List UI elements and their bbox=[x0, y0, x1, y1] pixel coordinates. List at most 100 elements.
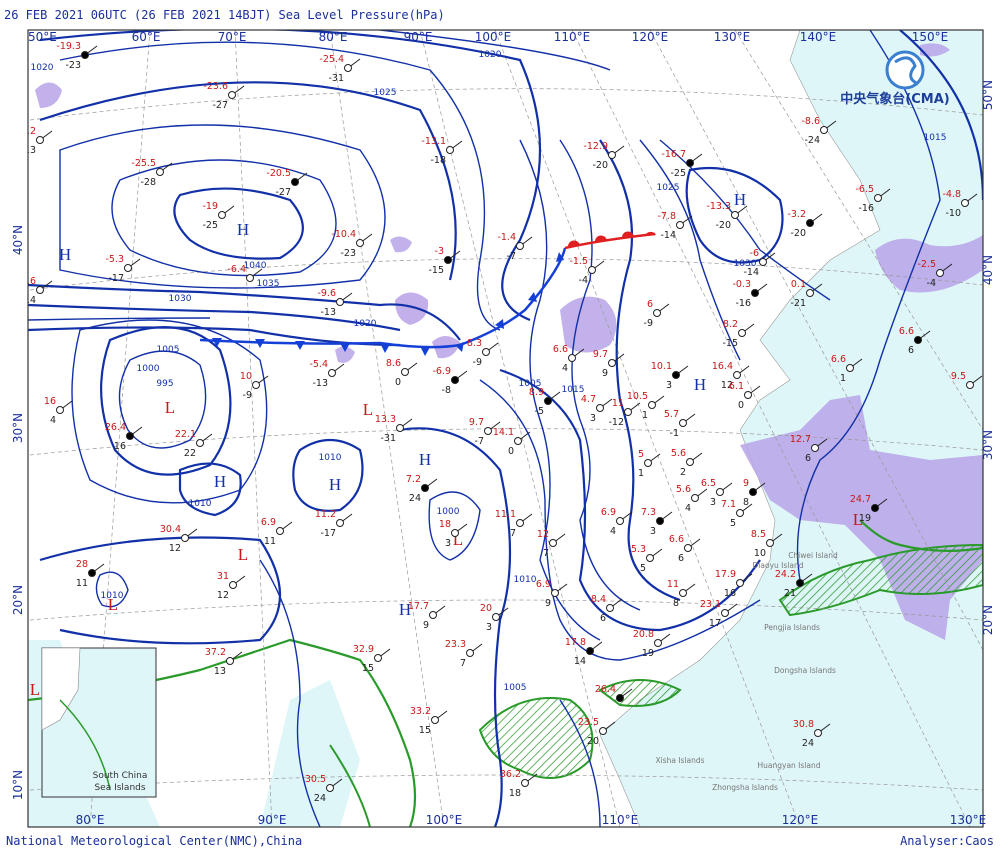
station-temperature: 6.9 bbox=[261, 517, 276, 528]
station-dewpoint: 0 bbox=[395, 377, 401, 388]
footer-left: National Meteorological Center(NMC),Chin… bbox=[6, 834, 302, 848]
station-dewpoint: 4 bbox=[562, 363, 568, 374]
station-dewpoint: 4 bbox=[50, 415, 56, 426]
cold-front-barbs bbox=[212, 252, 564, 356]
station-temperature: 12.7 bbox=[790, 434, 811, 445]
station-temperature: -3.2 bbox=[787, 209, 806, 220]
station-dewpoint: 3 bbox=[590, 413, 596, 424]
station-dewpoint: -25 bbox=[202, 220, 218, 231]
station-temperature: 16 bbox=[44, 396, 56, 407]
station-temperature: 8.9 bbox=[529, 387, 544, 398]
station-marker bbox=[326, 784, 334, 792]
station-dewpoint: 19 bbox=[859, 513, 871, 524]
station-marker bbox=[586, 647, 594, 655]
station-marker bbox=[966, 381, 974, 389]
station-dewpoint: 10 bbox=[754, 548, 766, 559]
station-marker bbox=[396, 424, 404, 432]
station-marker bbox=[421, 484, 429, 492]
isobar-label: 1015 bbox=[562, 385, 585, 395]
station-dewpoint: 5 bbox=[730, 518, 736, 529]
station-dewpoint: 0 bbox=[738, 400, 744, 411]
top-lon-label: 140°E bbox=[800, 30, 837, 44]
station-dewpoint: 3 bbox=[666, 380, 672, 391]
station-marker bbox=[751, 289, 759, 297]
station-marker bbox=[608, 359, 616, 367]
station-temperature: 6.1 bbox=[729, 381, 744, 392]
station-dewpoint: 15 bbox=[419, 725, 431, 736]
station-temperature: -13.3 bbox=[706, 201, 731, 212]
station-temperature: 23.5 bbox=[578, 717, 599, 728]
station-marker bbox=[492, 613, 500, 621]
station-temperature: 22.1 bbox=[175, 429, 196, 440]
map-body: South China Sea Islands 1020102510201040… bbox=[28, 30, 983, 827]
station-temperature: 30.8 bbox=[793, 719, 814, 730]
station-dewpoint: 3 bbox=[650, 526, 656, 537]
top-lon-label: 120°E bbox=[632, 30, 669, 44]
station-dewpoint: 8 bbox=[673, 598, 679, 609]
station-temperature: -19.3 bbox=[56, 41, 81, 52]
station-temperature: 9.7 bbox=[593, 349, 608, 360]
left-lat-label: 40°N bbox=[11, 225, 25, 255]
station-marker bbox=[806, 289, 814, 297]
station-dewpoint: 11 bbox=[264, 536, 276, 547]
station-marker bbox=[336, 298, 344, 306]
station-dewpoint: -20 bbox=[592, 160, 608, 171]
station-dewpoint: -7 bbox=[507, 251, 516, 262]
station-marker bbox=[721, 609, 729, 617]
station-marker bbox=[646, 554, 654, 562]
station-dewpoint: 1 bbox=[840, 373, 846, 384]
station-temperature: 9.7 bbox=[469, 417, 484, 428]
station-marker bbox=[759, 258, 767, 266]
station-temperature: -2.5 bbox=[917, 259, 936, 270]
station-dewpoint: 20 bbox=[587, 736, 599, 747]
left-lat-label: 20°N bbox=[11, 585, 25, 615]
station-temperature: 4.7 bbox=[581, 394, 596, 405]
station-marker bbox=[738, 329, 746, 337]
station-dewpoint: 19 bbox=[642, 648, 654, 659]
bottom-lon-label: 80°E bbox=[76, 813, 105, 827]
right-lat-label: 40°N bbox=[981, 255, 995, 285]
station-dewpoint: -13 bbox=[320, 307, 336, 318]
pressure-center: H bbox=[419, 450, 431, 469]
station-temperature: 6.6 bbox=[831, 354, 846, 365]
station-marker bbox=[846, 364, 854, 372]
station-marker bbox=[684, 544, 692, 552]
station-marker bbox=[81, 51, 89, 59]
station-temperature: 11 bbox=[667, 579, 679, 590]
station-temperature: 24.2 bbox=[775, 569, 796, 580]
pressure-center: H bbox=[237, 220, 249, 239]
station-temperature: 23.1 bbox=[700, 599, 721, 610]
isobar-label: 1030 bbox=[734, 259, 757, 269]
station-temperature: 6.6 bbox=[669, 534, 684, 545]
station-temperature: -6.5 bbox=[855, 184, 874, 195]
isobar-label: 1010 bbox=[189, 499, 212, 509]
station-temperature: 36.2 bbox=[500, 769, 521, 780]
top-lon-label: 90°E bbox=[404, 30, 433, 44]
station-dewpoint: 24 bbox=[802, 738, 814, 749]
bottom-lon-label: 130°E bbox=[950, 813, 987, 827]
island-label: Chiwei Island bbox=[788, 551, 838, 560]
station-dewpoint: -15 bbox=[428, 265, 444, 276]
station-temperature: -6.4 bbox=[227, 264, 246, 275]
station-temperature: 11.2 bbox=[315, 509, 336, 520]
station-dewpoint: 3 bbox=[445, 538, 451, 549]
station-dewpoint: -16 bbox=[735, 298, 751, 309]
station-temperature: -6.9 bbox=[432, 366, 451, 377]
logo-text: 中央气象台(CMA) bbox=[840, 91, 949, 107]
pressure-center: H bbox=[214, 472, 226, 491]
station-dewpoint: -20 bbox=[715, 220, 731, 231]
station-marker bbox=[276, 527, 284, 535]
top-lon-label: 50°E bbox=[28, 30, 57, 44]
station-dewpoint: 17 bbox=[709, 618, 721, 629]
station-temperature: 0.1 bbox=[791, 279, 806, 290]
station-temperature: 9.5 bbox=[951, 371, 966, 382]
island-label: Dongsha Islands bbox=[774, 666, 836, 675]
station-temperature: 8.4 bbox=[591, 594, 606, 605]
isobar-label: 1000 bbox=[137, 364, 160, 374]
station-temperature: 28 bbox=[76, 559, 88, 570]
station-marker bbox=[679, 589, 687, 597]
isobar-label: 1005 bbox=[157, 345, 180, 355]
station-temperature: -23.6 bbox=[203, 81, 228, 92]
pressure-center: H bbox=[329, 475, 341, 494]
station-dewpoint: 6 bbox=[908, 345, 914, 356]
